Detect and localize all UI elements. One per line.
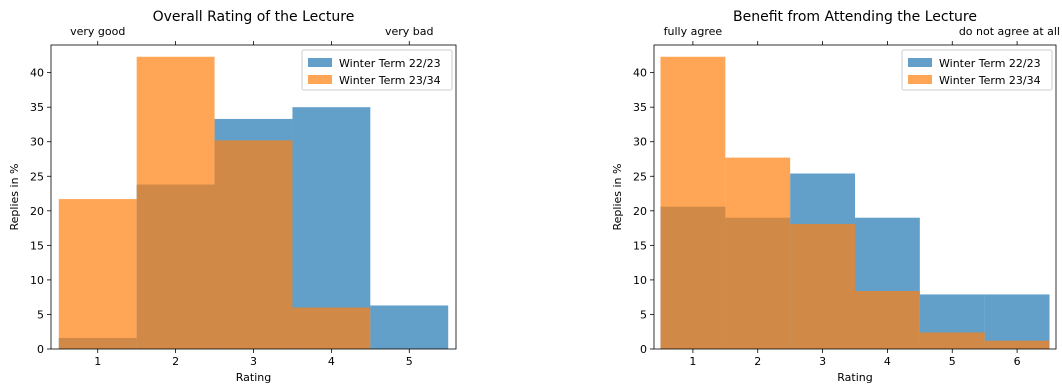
x-tick-label: 6 [1014,355,1021,368]
y-tick-label: 30 [30,136,44,149]
y-tick-label: 0 [37,343,44,356]
top-label-right: very bad [385,25,434,38]
y-tick-label: 35 [30,101,44,114]
legend-label-1: Winter Term 23/34 [939,74,1041,87]
x-tick-label: 3 [250,355,257,368]
legend: Winter Term 22/23 Winter Term 23/34 [301,49,453,91]
bar-series1-2 [136,56,215,349]
y-tick-label: 20 [30,205,44,218]
x-tick-label: 4 [328,355,335,368]
x-tick-label: 5 [949,355,956,368]
top-label-right: do not agree at all [959,25,1060,38]
bar-series1-1 [660,56,726,349]
y-tick-label: 15 [30,239,44,252]
overall-rating-chart: 0 5 10 15 20 25 30 35 40 1 2 3 4 5 very good very bad Ov… [8,9,457,384]
bar-series1-4 [292,307,371,349]
bar-series1-6 [984,340,1050,349]
chart-title: Benefit from Attending the Lecture [733,9,977,25]
bar-series1-2 [725,157,791,349]
legend-swatch-1 [908,75,932,84]
y-tick-label: 10 [633,274,647,287]
legend-label-1: Winter Term 23/34 [339,74,441,87]
y-tick-label: 0 [640,343,647,356]
y-tick-label: 25 [30,170,44,183]
y-tick-label: 35 [633,101,647,114]
bar-series0-5 [370,305,449,349]
top-label-left: fully agree [664,25,723,38]
x-tick-label: 2 [754,355,761,368]
bar-series1-5 [919,332,985,349]
x-tick-label: 1 [94,355,101,368]
legend-box [301,49,453,91]
bar-series1-3 [214,140,293,349]
bar-series0-6 [984,294,1050,349]
y-tick-label: 40 [30,67,44,80]
y-tick-label: 30 [633,136,647,149]
x-axis-label: Rating [837,371,872,384]
y-tick-label: 25 [633,170,647,183]
y-axis-label: Replies in % [611,164,624,231]
legend-swatch-0 [308,58,332,67]
x-tick-label: 3 [819,355,826,368]
y-tick-label: 5 [37,308,44,321]
legend-label-0: Winter Term 22/23 [339,57,441,70]
chart-title: Overall Rating of the Lecture [153,9,355,25]
y-tick-label: 20 [633,205,647,218]
y-tick-label: 40 [633,67,647,80]
x-tick-label: 5 [406,355,413,368]
legend-box [901,49,1053,91]
legend-label-0: Winter Term 22/23 [939,57,1041,70]
y-tick-label: 15 [633,239,647,252]
legend-swatch-1 [308,75,332,84]
plot-frame [653,44,1057,350]
x-tick-label: 4 [884,355,891,368]
x-axis-label: Rating [236,371,271,384]
bar-series1-3 [790,223,855,349]
bar-series1-1 [58,199,137,349]
legend-swatch-0 [908,58,932,67]
legend: Winter Term 22/23 Winter Term 23/34 [901,49,1053,91]
y-tick-label: 10 [30,274,44,287]
benefit-chart: 0 5 10 15 20 25 30 35 40 1 2 3 4 5 6 fully agree do not … [611,9,1060,384]
top-label-left: very good [70,25,125,38]
y-tick-label: 5 [640,308,647,321]
y-axis-label: Replies in % [8,164,21,231]
bar-series1-4 [855,290,920,349]
x-tick-label: 1 [689,355,696,368]
x-tick-label: 2 [172,355,179,368]
